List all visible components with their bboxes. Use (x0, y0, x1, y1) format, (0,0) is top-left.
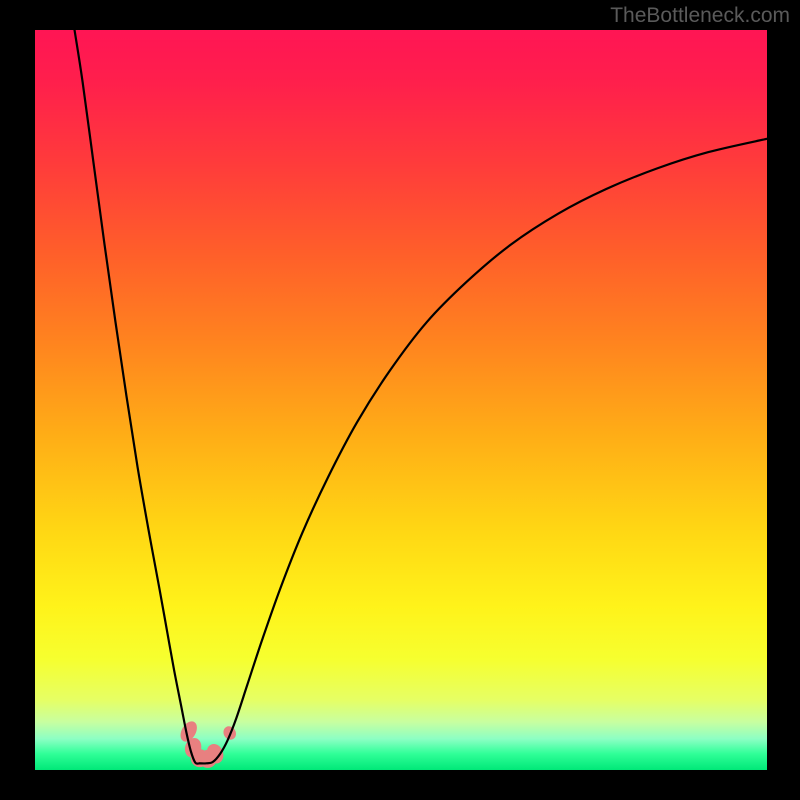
bottleneck-chart (0, 0, 800, 800)
watermark-text: TheBottleneck.com (610, 4, 790, 28)
chart-stage: TheBottleneck.com (0, 0, 800, 800)
plot-background (35, 30, 767, 770)
